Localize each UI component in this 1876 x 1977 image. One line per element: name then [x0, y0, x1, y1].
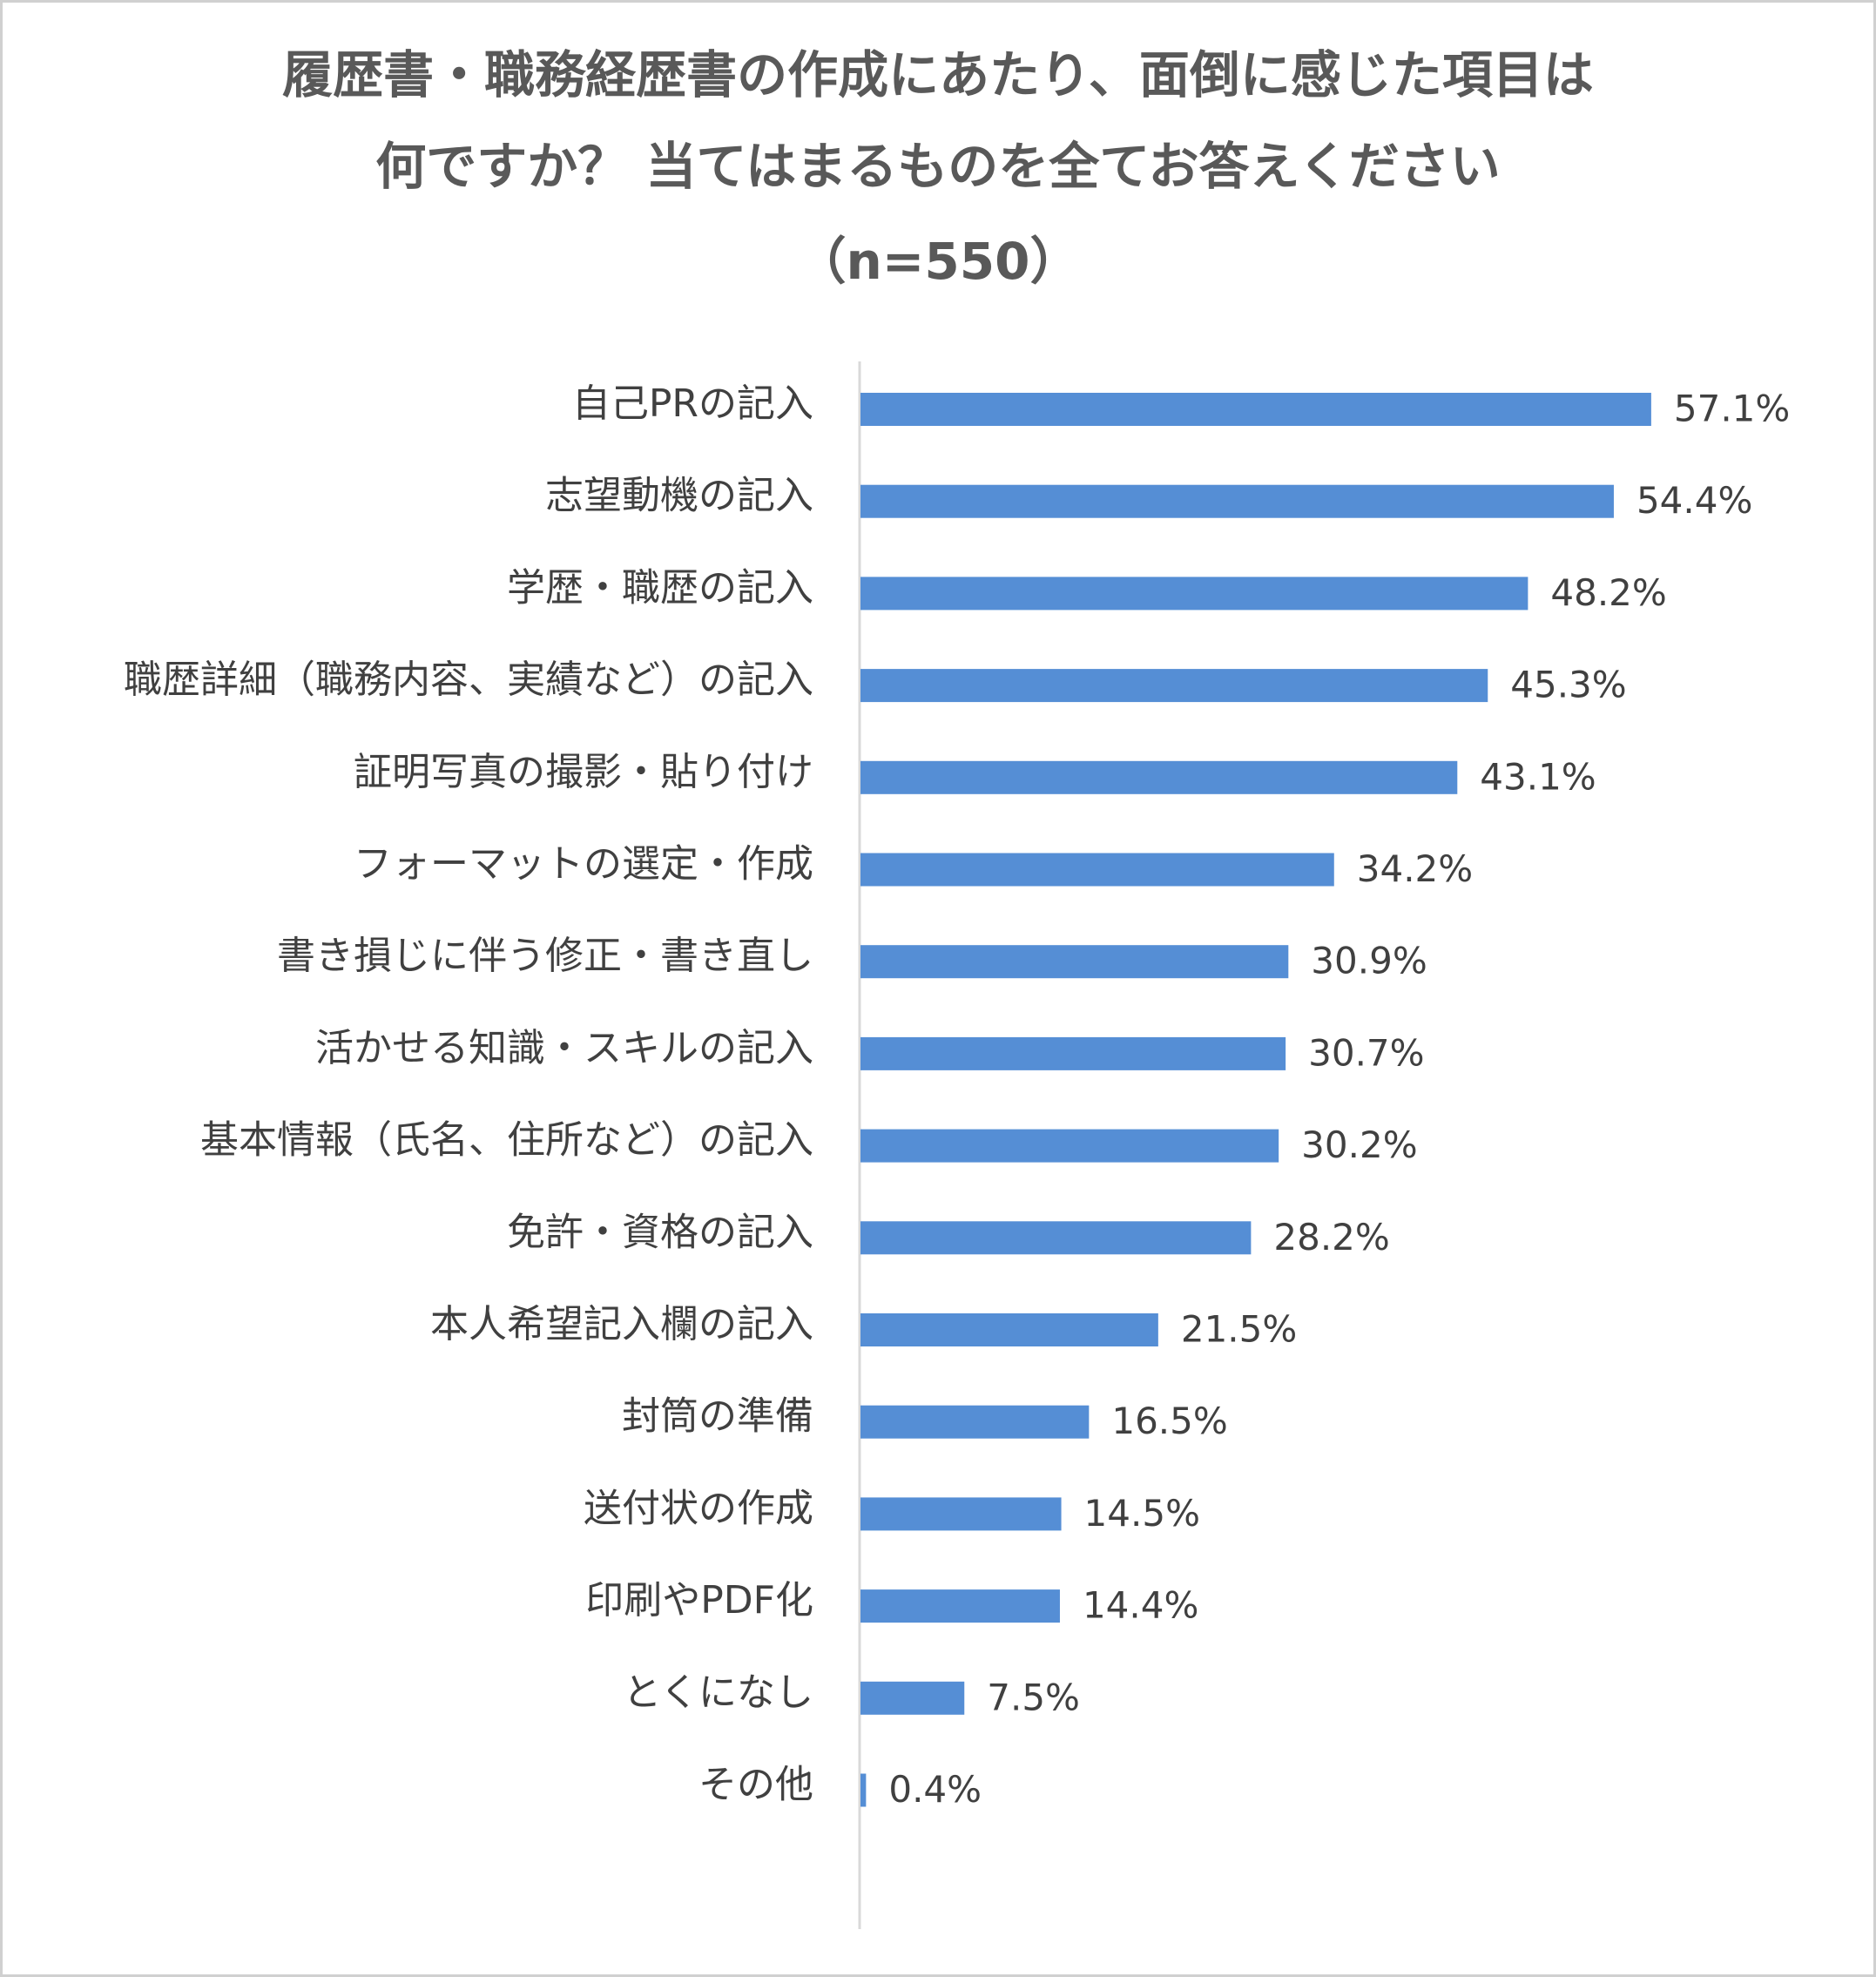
category-label: 証明写真の撮影・貼り付け — [354, 750, 813, 794]
value-label: 7.5% — [987, 1676, 1080, 1718]
bar — [860, 1773, 867, 1807]
bar — [860, 1497, 1062, 1531]
category-label: 封筒の準備 — [622, 1394, 813, 1439]
bar — [860, 669, 1488, 703]
value-label: 21.5% — [1181, 1308, 1297, 1351]
bar — [860, 1405, 1090, 1439]
bar — [860, 853, 1334, 887]
value-label: 0.4% — [888, 1768, 982, 1811]
bar — [860, 1681, 965, 1715]
value-label: 34.2% — [1357, 847, 1473, 890]
value-label: 28.2% — [1273, 1216, 1389, 1258]
category-label: 職歴詳細（職務内容、実績など）の記入 — [124, 658, 813, 702]
bar — [860, 1313, 1158, 1346]
chart-title: 何ですか？ 当てはまるものを全てお答えください — [375, 137, 1501, 196]
bar — [860, 760, 1458, 794]
bar — [860, 1036, 1286, 1070]
value-label: 43.1% — [1480, 755, 1596, 798]
category-label: 本人希望記入欄の記入 — [430, 1302, 813, 1346]
category-label: 基本情報（氏名、住所など）の記入 — [200, 1118, 813, 1163]
value-label: 16.5% — [1111, 1400, 1227, 1442]
category-label: 免許・資格の記入 — [507, 1210, 813, 1254]
bar — [860, 393, 1651, 426]
bar — [860, 945, 1289, 979]
category-label: 自己PRの記入 — [572, 381, 813, 426]
value-label: 48.2% — [1550, 571, 1666, 614]
value-label: 30.2% — [1301, 1123, 1417, 1166]
category-label: フォーマットの選定・作成 — [354, 842, 813, 887]
category-label: 学歴・職歴の記入 — [507, 565, 813, 610]
value-label: 14.4% — [1083, 1584, 1198, 1627]
category-label: 志望動機の記入 — [545, 474, 813, 518]
chart-title: （n=550） — [796, 232, 1081, 291]
bar — [860, 484, 1614, 518]
category-label: 書き損じに伴う修正・書き直し — [277, 934, 813, 978]
value-label: 54.4% — [1636, 479, 1752, 522]
category-label: 送付状の作成 — [584, 1486, 813, 1530]
category-label: その他 — [698, 1763, 813, 1807]
value-label: 57.1% — [1674, 388, 1790, 430]
value-label: 45.3% — [1510, 664, 1626, 706]
category-label: 活かせる知識・スキルの記入 — [315, 1026, 813, 1070]
value-label: 30.7% — [1308, 1031, 1424, 1074]
value-label: 14.5% — [1084, 1492, 1200, 1535]
category-label: とくになし — [623, 1670, 813, 1715]
value-label: 30.9% — [1311, 940, 1427, 982]
bar — [860, 1221, 1252, 1255]
category-label: 印刷やPDF化 — [585, 1578, 813, 1623]
bar — [860, 1589, 1060, 1623]
chart-title: 履歴書・職務経歴書の作成にあたり、面倒に感じた項目は — [282, 45, 1594, 105]
bar — [860, 577, 1528, 611]
bar — [860, 1129, 1279, 1163]
